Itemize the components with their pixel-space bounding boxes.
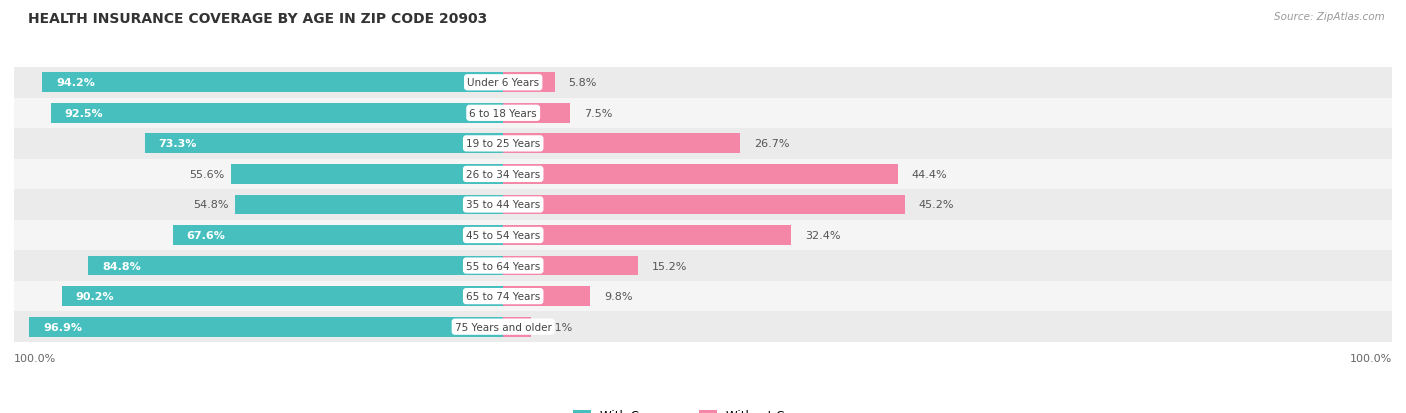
Text: 73.3%: 73.3% [159,139,197,149]
Text: 75 Years and older: 75 Years and older [454,322,551,332]
Text: 6 to 18 Years: 6 to 18 Years [470,109,537,119]
Bar [503,225,792,245]
Bar [503,256,638,276]
Text: 96.9%: 96.9% [44,322,82,332]
Bar [503,287,591,306]
Text: 15.2%: 15.2% [652,261,688,271]
Legend: With Coverage, Without Coverage: With Coverage, Without Coverage [568,404,838,413]
Bar [62,287,503,306]
Text: 35 to 44 Years: 35 to 44 Years [465,200,540,210]
Bar [14,98,1392,129]
Text: 44.4%: 44.4% [911,169,948,180]
Text: 45.2%: 45.2% [918,200,955,210]
Text: 100.0%: 100.0% [1350,353,1392,363]
Bar [14,68,1392,98]
Bar [14,159,1392,190]
Bar [503,165,898,185]
Bar [89,256,503,276]
Text: Source: ZipAtlas.com: Source: ZipAtlas.com [1274,12,1385,22]
Text: 84.8%: 84.8% [103,261,141,271]
Text: 5.8%: 5.8% [568,78,598,88]
Text: 67.6%: 67.6% [187,230,225,240]
Text: 92.5%: 92.5% [65,109,103,119]
Text: 55.6%: 55.6% [188,169,225,180]
Text: 54.8%: 54.8% [193,200,228,210]
Bar [14,190,1392,220]
Text: 45 to 54 Years: 45 to 54 Years [465,230,540,240]
Bar [14,251,1392,281]
Text: 65 to 74 Years: 65 to 74 Years [465,292,540,301]
Text: HEALTH INSURANCE COVERAGE BY AGE IN ZIP CODE 20903: HEALTH INSURANCE COVERAGE BY AGE IN ZIP … [28,12,488,26]
Bar [231,165,503,185]
Bar [503,195,905,215]
Bar [42,73,503,93]
Bar [145,134,503,154]
Bar [503,134,741,154]
Text: 26 to 34 Years: 26 to 34 Years [465,169,540,180]
Text: 3.1%: 3.1% [544,322,572,332]
Bar [30,317,503,337]
Bar [503,73,555,93]
Text: 32.4%: 32.4% [806,230,841,240]
Text: 55 to 64 Years: 55 to 64 Years [465,261,540,271]
Bar [235,195,503,215]
Text: 19 to 25 Years: 19 to 25 Years [465,139,540,149]
Bar [14,129,1392,159]
Bar [503,104,569,123]
Bar [173,225,503,245]
Text: 9.8%: 9.8% [605,292,633,301]
Text: 94.2%: 94.2% [56,78,96,88]
Bar [503,317,530,337]
Text: 7.5%: 7.5% [583,109,612,119]
Bar [14,312,1392,342]
Text: 90.2%: 90.2% [76,292,114,301]
Text: 26.7%: 26.7% [754,139,790,149]
Bar [14,220,1392,251]
Text: Under 6 Years: Under 6 Years [467,78,540,88]
Bar [51,104,503,123]
Text: 100.0%: 100.0% [14,353,56,363]
Bar [14,281,1392,312]
